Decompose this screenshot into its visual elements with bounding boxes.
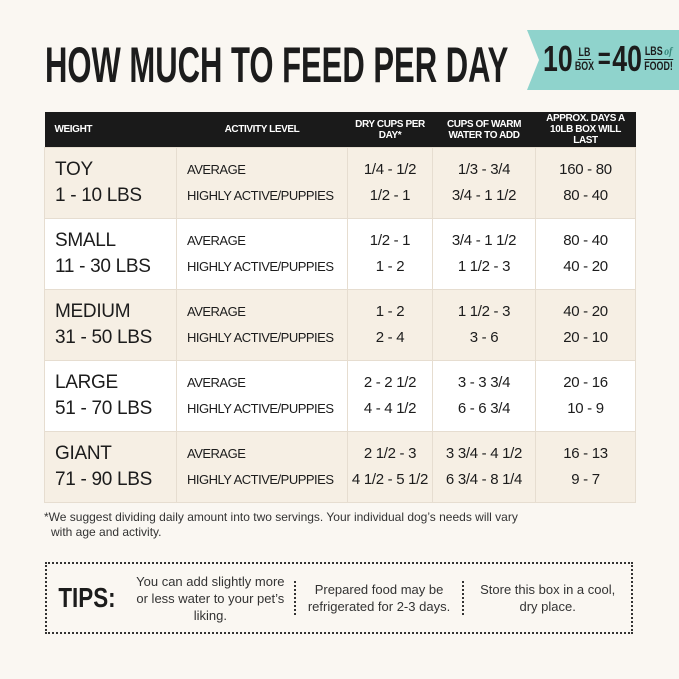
water-cell: 3 - 3 3/4 6 - 6 3/4 xyxy=(432,360,536,432)
header-weight: WEIGHT xyxy=(44,112,177,148)
dry-cups-cell: 1/4 - 1/2 1/2 - 1 xyxy=(347,147,433,219)
days-cell: 160 - 80 80 - 40 xyxy=(535,147,636,219)
days-cell: 20 - 16 10 - 9 xyxy=(535,360,636,432)
activity-cell: AVERAGE HIGHLY ACTIVE/PUPPIES xyxy=(176,431,348,503)
water-cell: 3/4 - 1 1/2 1 1/2 - 3 xyxy=(432,218,536,290)
tip-refrigerate: Prepared food may be refrigerated for 2-… xyxy=(293,581,463,615)
feeding-table: WEIGHT ACTIVITY LEVEL DRY CUPS PER DAY* … xyxy=(44,112,636,503)
weight-cell: MEDIUM 31 - 50 LBS xyxy=(44,289,177,361)
days-cell: 80 - 40 40 - 20 xyxy=(535,218,636,290)
weight-cell: GIANT 71 - 90 LBS xyxy=(44,431,177,503)
days-cell: 16 - 13 9 - 7 xyxy=(535,431,636,503)
tip-water: You can add slightly more or less water … xyxy=(136,573,285,623)
tips-label: TIPS: xyxy=(58,582,116,613)
tips-box: TIPS: You can add slightly more or less … xyxy=(45,562,633,634)
days-cell: 40 - 20 20 - 10 xyxy=(535,289,636,361)
header-activity-level: ACTIVITY LEVEL xyxy=(176,112,348,148)
weight-cell: TOY 1 - 10 LBS xyxy=(44,147,177,219)
box-unit: LB BOX xyxy=(574,44,595,73)
table-row: MEDIUM 31 - 50 LBS AVERAGE HIGHLY ACTIVE/PU… xyxy=(44,289,636,361)
table-header-row: WEIGHT ACTIVITY LEVEL DRY CUPS PER DAY* … xyxy=(44,112,636,148)
weight-cell: LARGE 51 - 70 LBS xyxy=(44,360,177,432)
header-warm-water: CUPS OF WARM WATER TO ADD xyxy=(432,112,536,148)
table-row: SMALL 11 - 30 LBS AVERAGE HIGHLY ACTIVE/PUP… xyxy=(44,218,636,290)
water-cell: 1/3 - 3/4 3/4 - 1 1/2 xyxy=(432,147,536,219)
tip-storage: Store this box in a cool, dry place. xyxy=(462,581,631,615)
footnote: *We suggest dividing daily amount into t… xyxy=(44,510,518,539)
table-row: LARGE 51 - 70 LBS AVERAGE HIGHLY ACTIVE/PUP… xyxy=(44,360,636,432)
box-yield-banner: 10 LB BOX = 40 LBSof FOOD! xyxy=(527,30,679,90)
food-unit: LBSof FOOD! xyxy=(644,44,673,73)
food-weight: 40 xyxy=(612,38,642,79)
activity-cell: AVERAGE HIGHLY ACTIVE/PUPPIES xyxy=(176,289,348,361)
activity-cell: AVERAGE HIGHLY ACTIVE/PUPPIES xyxy=(176,147,348,219)
header-dry-cups: DRY CUPS PER DAY* xyxy=(347,112,433,148)
box-weight: 10 xyxy=(543,38,573,79)
weight-cell: SMALL 11 - 30 LBS xyxy=(44,218,177,290)
header-days-last: APPROX. DAYS A 10LB BOX WILL LAST xyxy=(535,112,636,148)
table-row: GIANT 71 - 90 LBS AVERAGE HIGHLY ACTIVE/PUP… xyxy=(44,431,636,503)
page-title: HOW MUCH TO FEED PER DAY xyxy=(45,37,509,93)
water-cell: 3 3/4 - 4 1/2 6 3/4 - 8 1/4 xyxy=(432,431,536,503)
dry-cups-cell: 2 - 2 1/2 4 - 4 1/2 xyxy=(347,360,433,432)
table-row: TOY 1 - 10 LBS AVERAGE HIGHLY ACTIVE/PUPPIE… xyxy=(44,147,636,219)
equals-sign: = xyxy=(597,42,611,75)
activity-cell: AVERAGE HIGHLY ACTIVE/PUPPIES xyxy=(176,218,348,290)
activity-cell: AVERAGE HIGHLY ACTIVE/PUPPIES xyxy=(176,360,348,432)
